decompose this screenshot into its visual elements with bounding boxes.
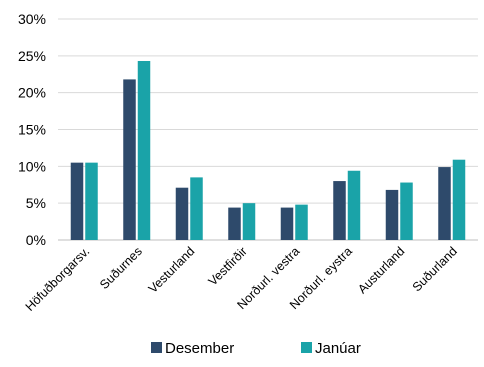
y-tick-label: 5% — [26, 195, 46, 211]
bar-janúar-3 — [242, 203, 256, 240]
bar-desember-1 — [123, 79, 136, 240]
bar-desember-5 — [333, 181, 346, 240]
bar-janúar-6 — [400, 182, 413, 240]
legend-swatch-janúar — [301, 342, 312, 353]
gridlines — [58, 18, 478, 241]
bar-janúar-1 — [137, 60, 151, 240]
bar-janúar-5 — [347, 170, 361, 240]
x-category-label: Suðurland — [410, 244, 460, 294]
legend-label-janúar: Janúar — [315, 340, 361, 357]
bar-desember-6 — [385, 189, 399, 240]
bar-janúar-0 — [85, 162, 98, 240]
bar-janúar-4 — [295, 204, 308, 240]
bars — [70, 60, 466, 240]
bar-janúar-2 — [190, 177, 203, 240]
x-category-label: Suðurnes — [97, 244, 145, 292]
x-category-label: Vestfirðir — [206, 244, 250, 288]
y-tick-label: 15% — [18, 122, 46, 138]
bar-desember-7 — [438, 167, 451, 240]
y-axis-ticks: 0% 5% 10% 15% 20% 25% 30% — [18, 11, 46, 248]
legend-label-desember: Desember — [165, 340, 234, 357]
y-tick-label: 30% — [18, 11, 46, 27]
y-tick-label: 20% — [18, 85, 46, 101]
bar-desember-0 — [70, 162, 84, 240]
legend: Desember Janúar — [151, 340, 361, 357]
x-category-label: Höfuðborgarsv. — [23, 244, 93, 314]
y-tick-label: 0% — [26, 232, 46, 248]
bar-desember-2 — [175, 187, 189, 240]
x-category-label: Austurland — [355, 244, 407, 296]
y-tick-label: 10% — [18, 158, 46, 174]
x-category-label: Vesturland — [146, 244, 198, 296]
bar-janúar-7 — [452, 159, 466, 240]
legend-swatch-desember — [151, 342, 162, 353]
y-tick-label: 25% — [18, 48, 46, 64]
x-axis-labels: Höfuðborgarsv. Suðurnes Vesturland Vestfirð… — [23, 244, 460, 314]
bar-desember-4 — [280, 207, 294, 240]
bar-desember-3 — [228, 207, 241, 240]
